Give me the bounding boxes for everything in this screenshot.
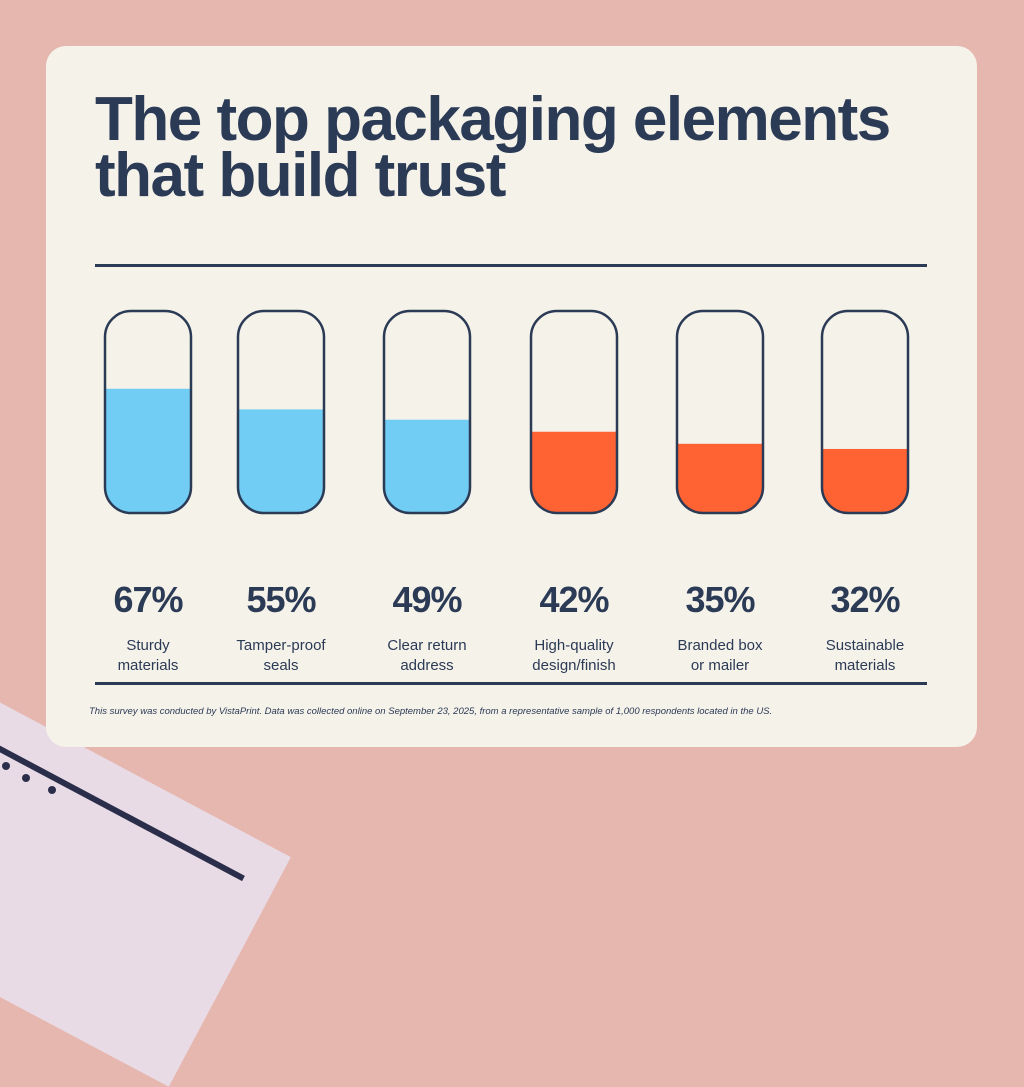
bottom-divider [95,682,927,685]
category-label: Clear return address [387,637,467,674]
bar-fill [238,409,324,513]
bar-tube-outline [382,309,472,515]
value-label: 67% [113,579,183,620]
bar-tube-outline [529,309,619,515]
category-label: High-quality design/finish [532,637,616,674]
bar-tube-outline [103,309,193,515]
value-label: 55% [246,579,316,620]
chart-title: The top packaging elements that build tr… [95,85,891,210]
tubes-svg [103,309,910,515]
background-dot [48,786,56,794]
infographic-card: The top packaging elements that build tr… [46,46,977,747]
value-label: 42% [539,579,609,620]
bar-tube-outline [820,309,910,515]
footnote: This survey was conducted by VistaPrint.… [89,706,773,717]
category-label: Sustainable materials [825,637,905,674]
bar-fill [105,388,191,513]
bar-fill [677,443,763,513]
bar-tube-outline [236,309,326,515]
bar-fill [384,419,470,513]
category-label: Sturdy materials [117,637,179,674]
value-label: 35% [685,579,755,620]
background-dot [2,762,10,770]
bar-fill [531,431,617,513]
background-dot [22,774,30,782]
top-divider [95,264,927,267]
value-label: 32% [830,579,900,620]
bar-tube-outline [675,309,765,515]
bar-fill [822,448,908,513]
category-label: Tamper-proof seals [236,637,326,674]
value-label: 49% [392,579,462,620]
category-label: Branded box or mailer [677,637,763,674]
